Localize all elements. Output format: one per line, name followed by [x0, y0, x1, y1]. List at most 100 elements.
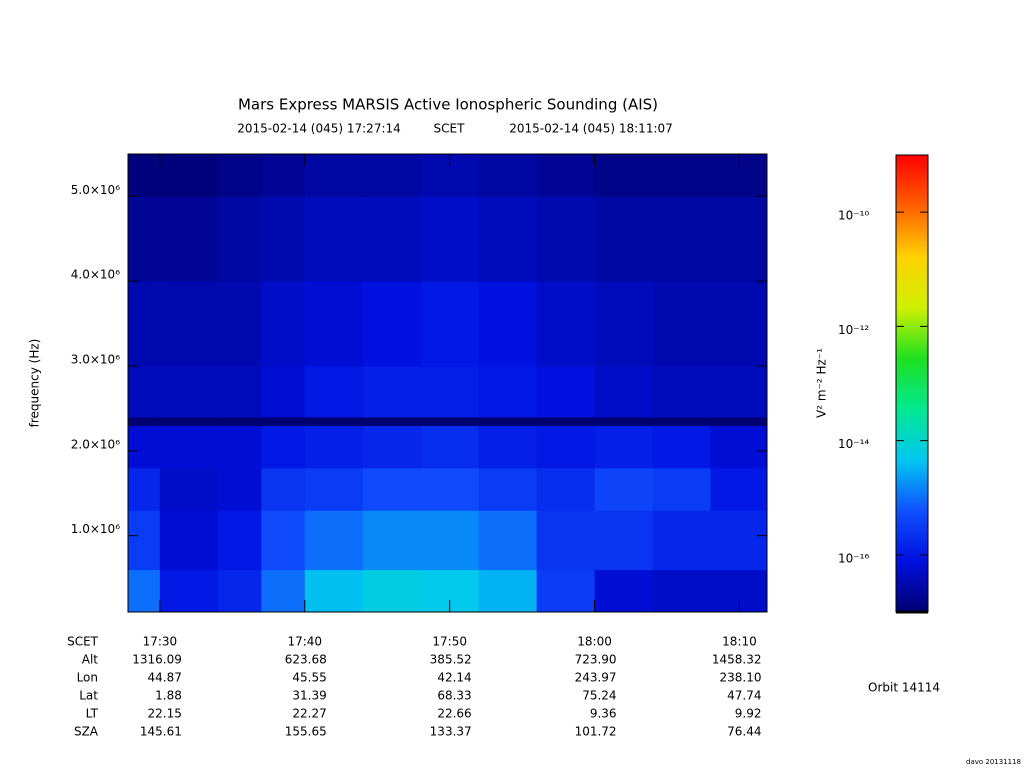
heatmap-cell	[652, 366, 711, 418]
heatmap-cell	[159, 196, 219, 282]
heatmap-cell	[652, 416, 711, 426]
ephemeris-value: 243.97	[575, 671, 617, 685]
heatmap-cell	[420, 467, 480, 511]
heatmap-cell	[159, 281, 219, 367]
heatmap-cell	[128, 281, 161, 367]
y-axis-label: frequency (Hz)	[28, 339, 42, 428]
heatmap-cell	[217, 416, 262, 426]
heatmap-cell	[261, 416, 306, 426]
heatmap-cell	[478, 196, 538, 282]
heatmap-cell	[420, 510, 480, 571]
heatmap-cell	[478, 281, 538, 367]
heatmap-cell	[652, 467, 711, 511]
heatmap-cell	[159, 510, 219, 571]
heatmap-cell	[304, 196, 364, 282]
heatmap-cell	[536, 154, 596, 197]
y-tick-label: 1.0×10⁶	[71, 522, 120, 536]
y-tick-label: 4.0×10⁶	[71, 268, 120, 282]
heatmap-cell	[128, 366, 161, 418]
heatmap-cell	[594, 425, 654, 469]
ephemeris-label: LT	[86, 707, 99, 721]
heatmap-cell	[594, 416, 654, 426]
heatmap-cell	[261, 366, 306, 418]
ephemeris-label: Alt	[82, 653, 99, 667]
heatmap-cell	[362, 366, 422, 418]
heatmap-cell	[536, 416, 596, 426]
heatmap-cell	[536, 366, 596, 418]
heatmap-cell	[594, 467, 654, 511]
heatmap-cell	[261, 281, 306, 367]
heatmap-cell	[478, 154, 538, 197]
ephemeris-value: 133.37	[430, 725, 472, 739]
ephemeris-value: 623.68	[285, 653, 327, 667]
heatmap-cell	[536, 510, 596, 571]
heatmap-cell	[710, 425, 768, 469]
ephemeris-value: 45.55	[292, 671, 326, 685]
heatmap-cell	[159, 366, 219, 418]
heatmap-cell	[261, 467, 306, 511]
heatmap-cell	[159, 569, 219, 613]
heatmap-cell	[128, 154, 161, 197]
heatmap-cell	[362, 467, 422, 511]
heatmap-cell	[652, 196, 711, 282]
heatmap-cell	[217, 510, 262, 571]
ephemeris-value: 101.72	[575, 725, 617, 739]
heatmap-cell	[304, 366, 364, 418]
heatmap-cell	[217, 281, 262, 367]
ephemeris-value: 68.33	[437, 689, 471, 703]
ephemeris-value: 238.10	[719, 671, 761, 685]
heatmap-cell	[159, 154, 219, 197]
heatmap-cell	[159, 425, 219, 469]
heatmap-cell	[536, 569, 596, 613]
plot-frame	[127, 153, 768, 613]
heatmap-cell	[478, 366, 538, 418]
colorbar	[895, 154, 929, 613]
ephemeris-value: 9.92	[735, 707, 762, 721]
heatmap-cell	[159, 467, 219, 511]
heatmap-cell	[362, 510, 422, 571]
ephemeris-value: 145.61	[140, 725, 182, 739]
heatmap-cell	[710, 510, 768, 571]
heatmap-cell	[420, 416, 480, 426]
ephemeris-value: 22.15	[148, 707, 182, 721]
heatmap-cell	[128, 416, 161, 426]
heatmap-cell	[217, 366, 262, 418]
colorbar-tick-label: 10⁻¹⁴	[838, 437, 869, 451]
heatmap-cell	[420, 366, 480, 418]
heatmap-cell	[217, 196, 262, 282]
orbit-label: Orbit 14114	[868, 681, 940, 695]
heatmap-cell	[128, 569, 161, 613]
ephemeris-value: 22.66	[437, 707, 471, 721]
ephemeris-value: 22.27	[292, 707, 326, 721]
heatmap-cell	[304, 281, 364, 367]
heatmap-cell	[652, 425, 711, 469]
heatmap-cell	[128, 510, 161, 571]
heatmap-cell	[128, 425, 161, 469]
heatmap-cell	[478, 416, 538, 426]
heatmap-cell	[304, 425, 364, 469]
start-time: 2015-02-14 (045) 17:27:14	[237, 122, 401, 136]
heatmap-cell	[362, 196, 422, 282]
y-tick-label: 2.0×10⁶	[71, 437, 120, 451]
heatmap-cell	[594, 569, 654, 613]
heatmap-cell	[478, 467, 538, 511]
heatmap-cell	[304, 416, 364, 426]
heatmap-cell	[420, 281, 480, 367]
heatmap-cell	[594, 196, 654, 282]
ephemeris-value: 76.44	[727, 725, 761, 739]
ephemeris-value: 44.87	[148, 671, 182, 685]
ephemeris-value: 723.90	[575, 653, 617, 667]
heatmap-cell	[536, 196, 596, 282]
heatmap-cell	[420, 196, 480, 282]
heatmap-cell	[652, 510, 711, 571]
footer: davo 20131118	[966, 758, 1021, 766]
heatmap-cell	[652, 569, 711, 613]
y-tick-label: 5.0×10⁶	[71, 183, 120, 197]
heatmap-cell	[710, 366, 768, 418]
colorbar-tick-label: 10⁻¹⁰	[838, 209, 869, 223]
ephemeris-value: 47.74	[727, 689, 761, 703]
ephemeris-value: 1458.32	[712, 653, 762, 667]
heatmap-cell	[304, 569, 364, 613]
ephemeris-label: SZA	[74, 725, 99, 739]
